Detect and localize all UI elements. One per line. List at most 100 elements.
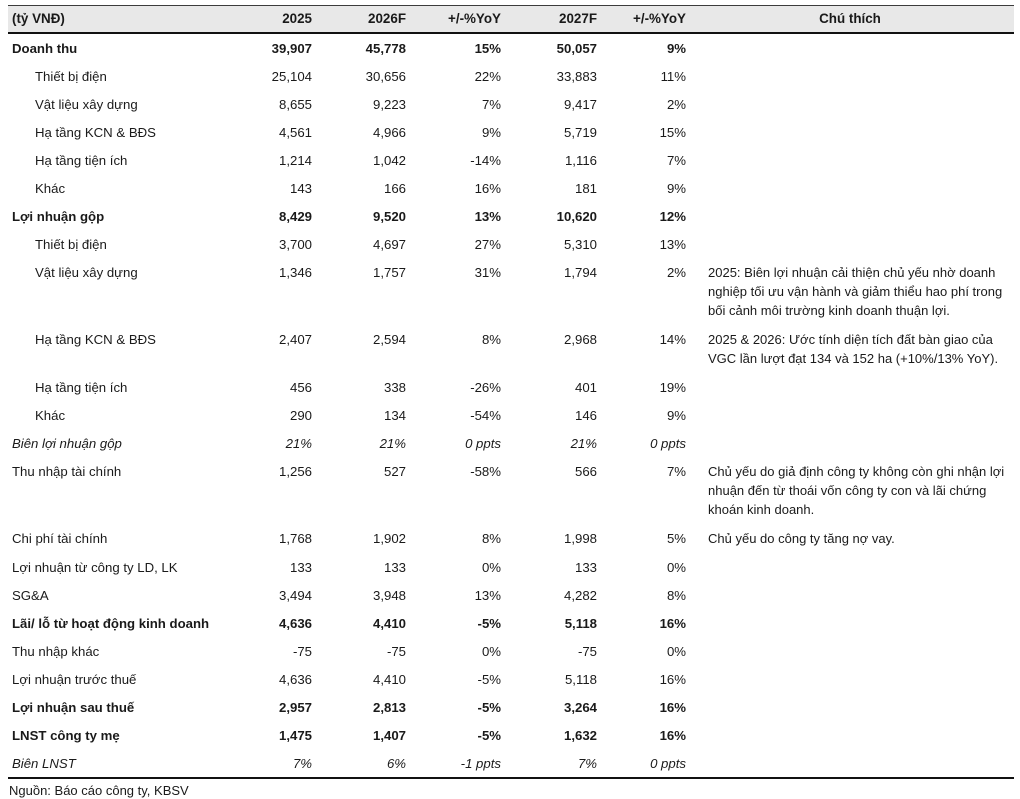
value-2027f: 33,883 xyxy=(556,69,597,84)
note-cell xyxy=(686,90,1014,118)
value-2026f: 527 xyxy=(383,464,406,479)
value-2027f: 3,264 xyxy=(563,700,597,715)
value-2025: -75 xyxy=(292,644,312,659)
row-label: Vật liệu xây dựng xyxy=(35,265,138,280)
table-row: Biên lợi nhuận gộp 21% 21% 0 ppts 21% 0 ppts xyxy=(8,429,1014,457)
row-label: Thu nhập khác xyxy=(12,644,100,659)
yoy-2026f: -26% xyxy=(470,380,501,395)
value-2025: 290 xyxy=(289,408,312,423)
source-note: Nguồn: Báo cáo công ty, KBSV xyxy=(9,783,189,798)
value-2027f: 146 xyxy=(574,408,597,423)
yoy-2027f: 13% xyxy=(659,237,686,252)
note-cell: Chủ yếu do giả định công ty không còn gh… xyxy=(708,464,1005,517)
yoy-2027f: 14% xyxy=(659,332,686,347)
value-2027f: 10,620 xyxy=(556,209,597,224)
yoy-2026f: 0 ppts xyxy=(465,436,501,451)
yoy-2026f: -5% xyxy=(477,672,501,687)
value-2026f: 1,757 xyxy=(372,265,406,280)
value-2026f: 1,902 xyxy=(372,531,406,546)
unit-label-header: (tỷ VNĐ) xyxy=(8,5,248,34)
column-header-yoy-2026: +/-%YoY xyxy=(406,5,501,34)
note-cell xyxy=(686,665,1014,693)
yoy-2027f: 16% xyxy=(659,700,686,715)
yoy-2026f: -5% xyxy=(477,700,501,715)
table-row: Chi phí tài chính 1,768 1,902 8% 1,998 5% Chủ … xyxy=(8,524,1014,553)
yoy-2027f: 15% xyxy=(659,125,686,140)
table-row: Hạ tầng KCN & BĐS 2,407 2,594 8% 2,968 14% 202… xyxy=(8,325,1014,373)
yoy-2026f: 0% xyxy=(481,644,501,659)
column-header-notes: Chú thích xyxy=(686,5,1014,34)
yoy-2027f: 9% xyxy=(666,408,686,423)
yoy-2026f: 8% xyxy=(481,332,501,347)
yoy-2027f: 9% xyxy=(666,41,686,56)
row-label: Doanh thu xyxy=(12,41,78,56)
row-label: Lãi/ lỗ từ hoạt động kinh doanh xyxy=(12,616,210,631)
yoy-2026f: 16% xyxy=(474,181,501,196)
row-label: Hạ tầng KCN & BĐS xyxy=(35,332,156,347)
row-label: Lợi nhuận gộp xyxy=(12,209,105,224)
table-row: Thu nhập khác -75 -75 0% -75 0% xyxy=(8,637,1014,665)
yoy-2026f: -54% xyxy=(470,408,501,423)
value-2027f: 9,417 xyxy=(563,97,597,112)
value-2026f: 45,778 xyxy=(365,41,406,56)
yoy-2027f: 7% xyxy=(666,464,686,479)
note-cell xyxy=(686,581,1014,609)
yoy-2026f: -58% xyxy=(470,464,501,479)
value-2025: 1,768 xyxy=(278,531,312,546)
yoy-2027f: 0% xyxy=(666,560,686,575)
row-label: Thiết bị điện xyxy=(35,69,107,84)
table-body: Doanh thu 39,907 45,778 15% 50,057 9% Thiết bị… xyxy=(8,33,1014,778)
row-label: Lợi nhuận từ công ty LD, LK xyxy=(12,560,178,575)
note-cell xyxy=(686,118,1014,146)
value-2026f: 21% xyxy=(379,436,406,451)
value-2027f: 5,118 xyxy=(564,672,597,687)
value-2026f: 30,656 xyxy=(365,69,406,84)
table-row: Doanh thu 39,907 45,778 15% 50,057 9% xyxy=(8,33,1014,62)
note-cell xyxy=(686,373,1014,401)
row-label: Hạ tầng tiện ích xyxy=(35,153,128,168)
note-cell xyxy=(686,230,1014,258)
forecast-table: (tỷ VNĐ) 2025 2026F +/-%YoY 2027F +/-%Yo… xyxy=(8,5,1014,779)
value-2027f: 2,968 xyxy=(563,332,597,347)
yoy-2027f: 2% xyxy=(666,97,686,112)
value-2027f: 1,998 xyxy=(563,531,597,546)
yoy-2027f: 0 ppts xyxy=(650,436,686,451)
row-label: LNST công ty mẹ xyxy=(12,728,120,743)
table-row: Biên LNST 7% 6% -1 ppts 7% 0 ppts xyxy=(8,749,1014,778)
note-cell: 2025 & 2026: Ước tính diện tích đất bàn … xyxy=(708,332,999,366)
value-2027f: 5,310 xyxy=(563,237,597,252)
value-2026f: 4,410 xyxy=(372,672,406,687)
value-2027f: 181 xyxy=(574,181,597,196)
value-2026f: 1,407 xyxy=(372,728,406,743)
note-cell xyxy=(686,202,1014,230)
value-2026f: 338 xyxy=(383,380,406,395)
row-label: Hạ tầng tiện ích xyxy=(35,380,128,395)
table-row: Hạ tầng tiện ích 1,214 1,042 -14% 1,116 7% xyxy=(8,146,1014,174)
table-row: Lợi nhuận trước thuế 4,636 4,410 -5% 5,118 16… xyxy=(8,665,1014,693)
value-2027f: -75 xyxy=(577,644,597,659)
yoy-2026f: 9% xyxy=(481,125,501,140)
value-2026f: 1,042 xyxy=(372,153,406,168)
value-2026f: 4,697 xyxy=(372,237,406,252)
yoy-2026f: -1 ppts xyxy=(460,756,501,771)
yoy-2027f: 12% xyxy=(659,209,686,224)
yoy-2026f: -14% xyxy=(470,153,501,168)
value-2026f: 2,813 xyxy=(372,700,406,715)
value-2027f: 5,719 xyxy=(563,125,597,140)
yoy-2026f: -5% xyxy=(477,616,501,631)
row-label: Khác xyxy=(35,181,66,196)
row-label: SG&A xyxy=(12,588,49,603)
table-header-row: (tỷ VNĐ) 2025 2026F +/-%YoY 2027F +/-%Yo… xyxy=(8,5,1014,34)
value-2025: 1,475 xyxy=(278,728,312,743)
row-label: Thiết bị điện xyxy=(35,237,107,252)
row-label: Thu nhập tài chính xyxy=(12,464,122,479)
value-2026f: 9,520 xyxy=(372,209,406,224)
value-2027f: 566 xyxy=(574,464,597,479)
row-label: Vật liệu xây dựng xyxy=(35,97,138,112)
note-cell xyxy=(686,749,1014,778)
note-cell xyxy=(686,62,1014,90)
yoy-2027f: 11% xyxy=(660,69,686,84)
value-2025: 4,561 xyxy=(278,125,312,140)
value-2027f: 5,118 xyxy=(564,616,597,631)
note-cell xyxy=(686,637,1014,665)
